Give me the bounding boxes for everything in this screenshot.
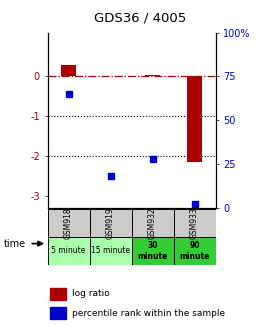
Bar (187, 77, 202, 162)
Text: GSM932: GSM932 (148, 207, 157, 239)
Bar (132, 209, 174, 237)
Text: 30
minute: 30 minute (137, 241, 168, 261)
Text: GDS36 / 4005: GDS36 / 4005 (94, 11, 186, 25)
Text: 5 minute: 5 minute (52, 247, 86, 255)
Text: GSM919: GSM919 (106, 207, 115, 239)
Bar (90, 237, 132, 265)
Bar (174, 209, 216, 237)
Bar (50, 307, 66, 319)
Text: GSM933: GSM933 (190, 207, 199, 239)
Bar (174, 237, 216, 265)
Bar (103, 76, 118, 77)
Bar (90, 209, 132, 237)
Bar (132, 237, 174, 265)
Bar (48, 237, 90, 265)
Text: 90
minute: 90 minute (179, 241, 210, 261)
Bar (61, 65, 76, 77)
Text: time: time (4, 239, 26, 249)
Text: log ratio: log ratio (72, 289, 110, 299)
Bar (145, 75, 160, 77)
Text: percentile rank within the sample: percentile rank within the sample (72, 309, 225, 318)
Bar (48, 209, 90, 237)
Text: 15 minute: 15 minute (91, 247, 130, 255)
Text: GSM918: GSM918 (64, 207, 73, 239)
Bar (50, 288, 66, 300)
